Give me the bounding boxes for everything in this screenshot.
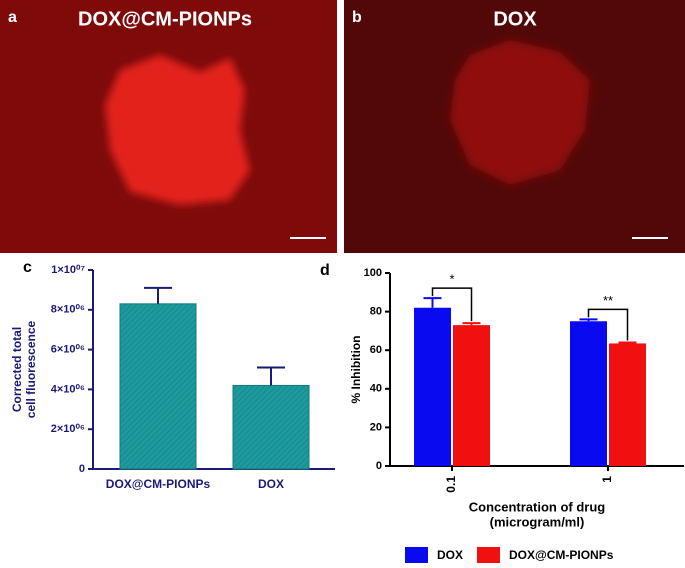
bar xyxy=(570,321,607,466)
y-tick-label: 8×10⁰⁶ xyxy=(51,304,85,316)
bar xyxy=(609,343,646,466)
panel-label: d xyxy=(320,262,330,279)
bar xyxy=(414,307,451,466)
y-tick-label: 6×10⁰⁶ xyxy=(51,344,85,356)
x-axis-label: (microgram/ml) xyxy=(490,514,585,529)
x-tick-label: 1 xyxy=(600,476,614,483)
panel-label: b xyxy=(352,9,362,26)
y-tick-label: 100 xyxy=(364,267,382,279)
y-axis-label: Corrected total xyxy=(10,327,24,412)
legend-swatch xyxy=(477,547,500,563)
panel-label: a xyxy=(8,9,17,26)
y-tick-label: 40 xyxy=(370,383,382,395)
y-axis-label: % Inhibition xyxy=(349,336,363,404)
bar xyxy=(232,384,310,470)
x-axis-label: Concentration of drug xyxy=(469,499,606,514)
x-tick-label: DOX@CM-PIONPs xyxy=(106,477,211,491)
y-tick-label: 60 xyxy=(370,344,382,356)
legend-label: DOX xyxy=(437,548,463,562)
significance-bracket xyxy=(431,287,473,322)
image-b: b DOX xyxy=(344,0,685,253)
panel-label: c xyxy=(23,259,32,276)
y-tick-label: 0 xyxy=(79,463,85,475)
y-tick-label: 20 xyxy=(370,421,382,433)
image-title: DOX@CM-PIONPs xyxy=(78,8,252,30)
y-tick-label: 2×10⁰⁶ xyxy=(51,423,85,435)
y-tick-label: 1×10⁰⁷ xyxy=(51,264,85,276)
y-tick-label: 4×10⁰⁶ xyxy=(51,383,85,395)
significance-bracket xyxy=(587,308,629,341)
bar xyxy=(119,303,197,470)
y-tick-label: 80 xyxy=(370,306,382,318)
image-a: a DOX@CM-PIONPs xyxy=(0,0,337,253)
image-title: DOX xyxy=(493,8,537,30)
legend-swatch xyxy=(405,547,428,563)
significance-label: ** xyxy=(603,293,613,308)
bar xyxy=(453,325,490,466)
significance-label: * xyxy=(449,272,454,287)
x-tick-label: DOX xyxy=(258,477,284,491)
y-axis-label: cell fluorescence xyxy=(24,320,38,418)
x-tick-label: 0.1 xyxy=(444,476,458,493)
y-tick-label: 0 xyxy=(376,460,382,472)
legend-label: DOX@CM-PIONPs xyxy=(509,548,614,562)
